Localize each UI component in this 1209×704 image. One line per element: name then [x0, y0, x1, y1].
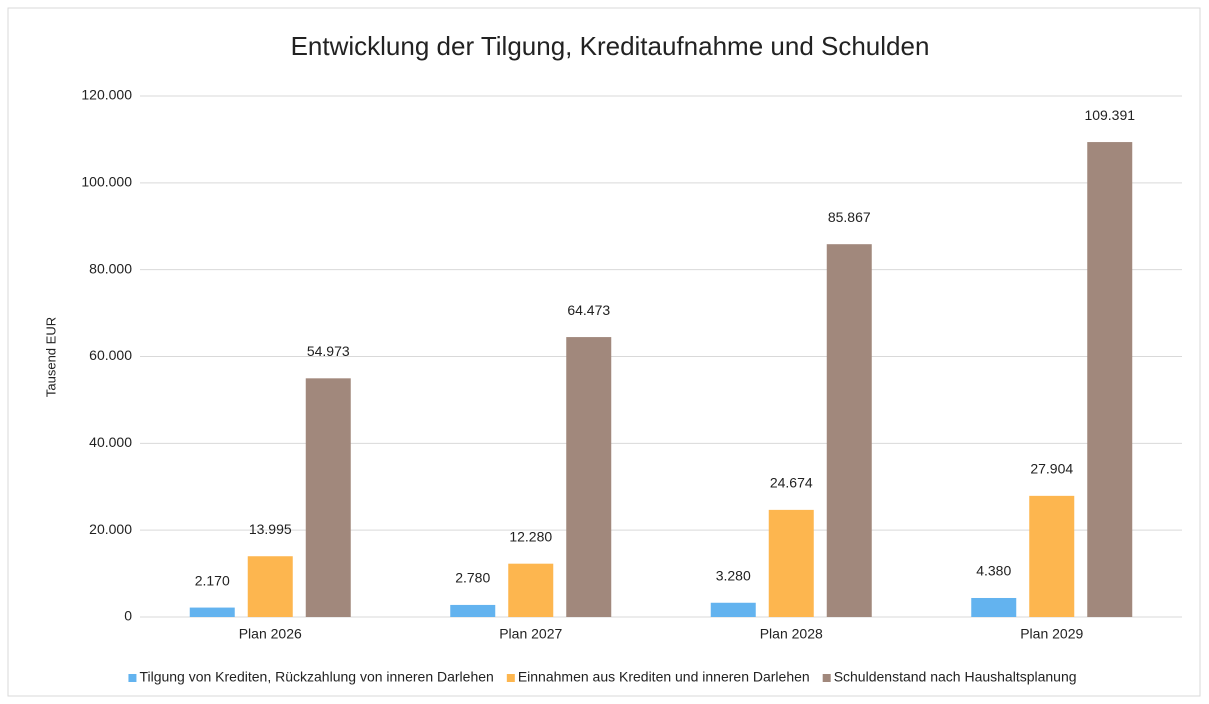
data-label: 2.780	[455, 570, 490, 586]
legend-swatch	[506, 674, 515, 682]
bar	[826, 244, 872, 618]
y-tick-label: 40.000	[89, 434, 132, 450]
bar	[566, 337, 612, 617]
legend-label: Einnahmen aus Krediten und inneren Darle…	[518, 669, 810, 685]
y-tick-label: 100.000	[81, 174, 132, 190]
bar	[247, 556, 293, 617]
legend-swatch	[822, 674, 831, 682]
data-label: 2.170	[195, 572, 230, 588]
y-tick-label: 0	[124, 608, 132, 624]
data-label: 24.674	[770, 475, 813, 491]
bar	[189, 607, 235, 617]
data-label: 12.280	[509, 528, 552, 544]
x-tick-label: Plan 2029	[1020, 626, 1083, 642]
data-label: 3.280	[716, 567, 751, 583]
data-label: 64.473	[567, 302, 610, 318]
y-tick-label: 80.000	[89, 260, 132, 276]
bar	[710, 602, 756, 617]
data-label: 109.391	[1084, 107, 1135, 123]
bar	[971, 597, 1017, 617]
data-label: 4.380	[976, 563, 1011, 579]
legend-swatch	[128, 674, 137, 682]
bar	[1087, 142, 1133, 618]
legend-label: Tilgung von Krediten, Rückzahlung von in…	[139, 669, 493, 685]
y-tick-label: 120.000	[81, 87, 132, 103]
bar	[1029, 495, 1075, 617]
data-label: 27.904	[1030, 461, 1073, 477]
bar	[768, 509, 814, 617]
x-tick-label: Plan 2027	[499, 626, 562, 642]
y-tick-label: 20.000	[89, 521, 132, 537]
x-tick-label: Plan 2026	[239, 626, 302, 642]
data-label: 13.995	[249, 521, 292, 537]
bar	[450, 604, 496, 617]
y-tick-label: 60.000	[89, 347, 132, 363]
x-tick-label: Plan 2028	[760, 626, 823, 642]
y-axis-label: Tausend EUR	[43, 317, 58, 397]
bar	[508, 563, 554, 617]
data-label: 85.867	[828, 209, 871, 225]
bar	[305, 378, 351, 617]
chart-title: Entwicklung der Tilgung, Kreditaufnahme …	[291, 31, 930, 61]
legend-label: Schuldenstand nach Haushaltsplanung	[834, 669, 1077, 685]
data-label: 54.973	[307, 343, 350, 359]
